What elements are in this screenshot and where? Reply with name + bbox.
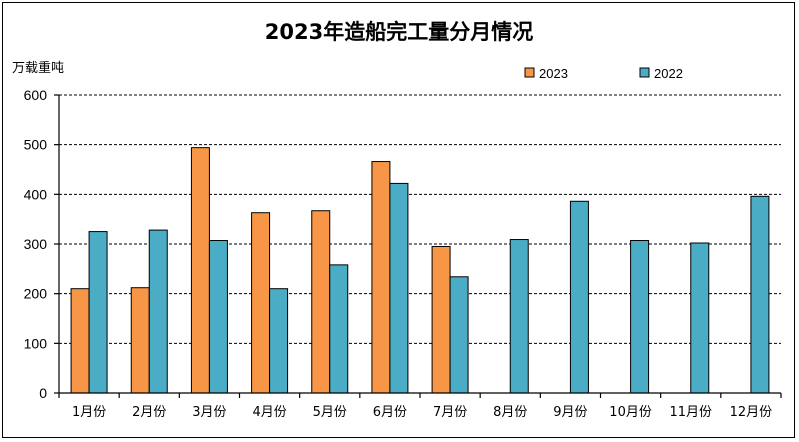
bar-2022-11 [690,242,710,394]
grid-lines [59,94,781,344]
bar-2023-2 [130,287,150,394]
x-tick-label: 10月份 [609,405,652,420]
x-tick-label: 11月份 [669,405,712,420]
bar-2022-8 [509,239,529,394]
y-tick-label: 0 [39,385,47,401]
bar-2022-10 [630,240,650,394]
y-tick-label: 600 [24,87,48,103]
bar-2022-2 [148,229,168,394]
axes [54,94,782,398]
legend: 2023 2022 [524,66,683,81]
bar-2022-9 [569,200,589,394]
x-tick-label: 7月份 [433,405,467,420]
y-tick-label: 300 [24,236,48,252]
legend-label-2023: 2023 [539,66,568,81]
x-tick-label: 9月份 [553,405,587,420]
legend-label-2022: 2022 [654,66,683,81]
bars [70,147,770,394]
y-tick-labels: 0 100 200 300 400 500 600 [24,87,48,401]
bar-2022-4 [269,288,289,394]
legend-swatch-2022 [639,67,650,78]
bar-2023-6 [371,161,391,394]
y-tick-label: 200 [24,286,48,302]
bar-2023-5 [311,210,331,394]
bar-2022-1 [88,231,108,394]
legend-swatch-2023 [524,67,535,78]
y-tick-label: 100 [24,335,48,351]
bar-2023-7 [431,245,451,394]
y-axis-label: 万载重吨 [12,60,64,76]
bar-2023-1 [70,288,90,394]
bar-2022-7 [449,276,469,394]
bar-2022-5 [329,264,349,394]
x-tick-label: 1月份 [72,405,106,420]
x-tick-label: 5月份 [313,405,347,420]
y-tick-label: 400 [24,186,48,202]
x-tick-label: 2月份 [132,405,166,420]
bar-2022-3 [208,240,228,394]
bar-2022-6 [389,182,409,394]
x-tick-label: 12月份 [730,405,773,420]
y-tick-label: 500 [24,137,48,153]
bar-2023-4 [251,212,271,394]
bar-2022-12 [750,195,770,394]
x-tick-label: 3月份 [192,405,226,420]
x-tick-label: 8月份 [493,405,527,420]
x-tick-label: 4月份 [252,405,286,420]
x-tick-label: 6月份 [373,405,407,420]
x-tick-labels: 1月份 2月份 3月份 4月份 5月份 6月份 7月份 8月份 9月份 10月份 11月份 12月份 [72,405,772,420]
bar-2023-3 [190,147,210,394]
chart-title: 2023年造船完工量分月情况 [265,20,533,44]
